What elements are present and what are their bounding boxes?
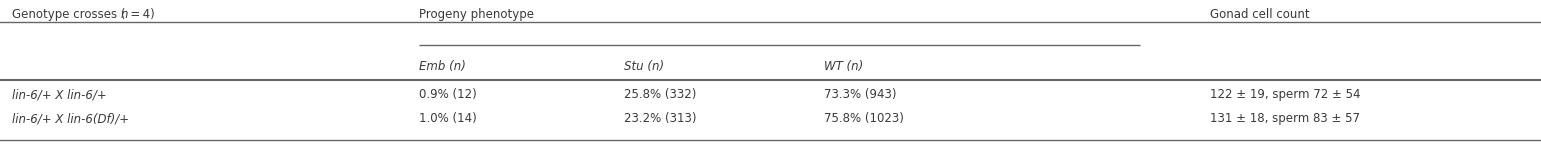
- Text: Emb (n): Emb (n): [419, 60, 465, 73]
- Text: 131 ± 18, sperm 83 ± 57: 131 ± 18, sperm 83 ± 57: [1210, 112, 1359, 125]
- Text: 122 ± 19, sperm 72 ± 54: 122 ± 19, sperm 72 ± 54: [1210, 88, 1361, 101]
- Text: Progeny phenotype: Progeny phenotype: [419, 8, 535, 21]
- Text: Genotype crosses (: Genotype crosses (: [12, 8, 126, 21]
- Text: 1.0% (14): 1.0% (14): [419, 112, 476, 125]
- Text: 25.8% (332): 25.8% (332): [624, 88, 697, 101]
- Text: 23.2% (313): 23.2% (313): [624, 112, 697, 125]
- Text: Gonad cell count: Gonad cell count: [1210, 8, 1310, 21]
- Text: lin-6/+ X lin-6(Df)/+: lin-6/+ X lin-6(Df)/+: [12, 112, 129, 125]
- Text: = 4): = 4): [128, 8, 156, 21]
- Text: 75.8% (1023): 75.8% (1023): [824, 112, 905, 125]
- Text: n: n: [120, 8, 128, 21]
- Text: Stu (n): Stu (n): [624, 60, 664, 73]
- Text: 73.3% (943): 73.3% (943): [824, 88, 897, 101]
- Text: 0.9% (12): 0.9% (12): [419, 88, 476, 101]
- Text: lin-6/+ X lin-6/+: lin-6/+ X lin-6/+: [12, 88, 106, 101]
- Text: WT (n): WT (n): [824, 60, 863, 73]
